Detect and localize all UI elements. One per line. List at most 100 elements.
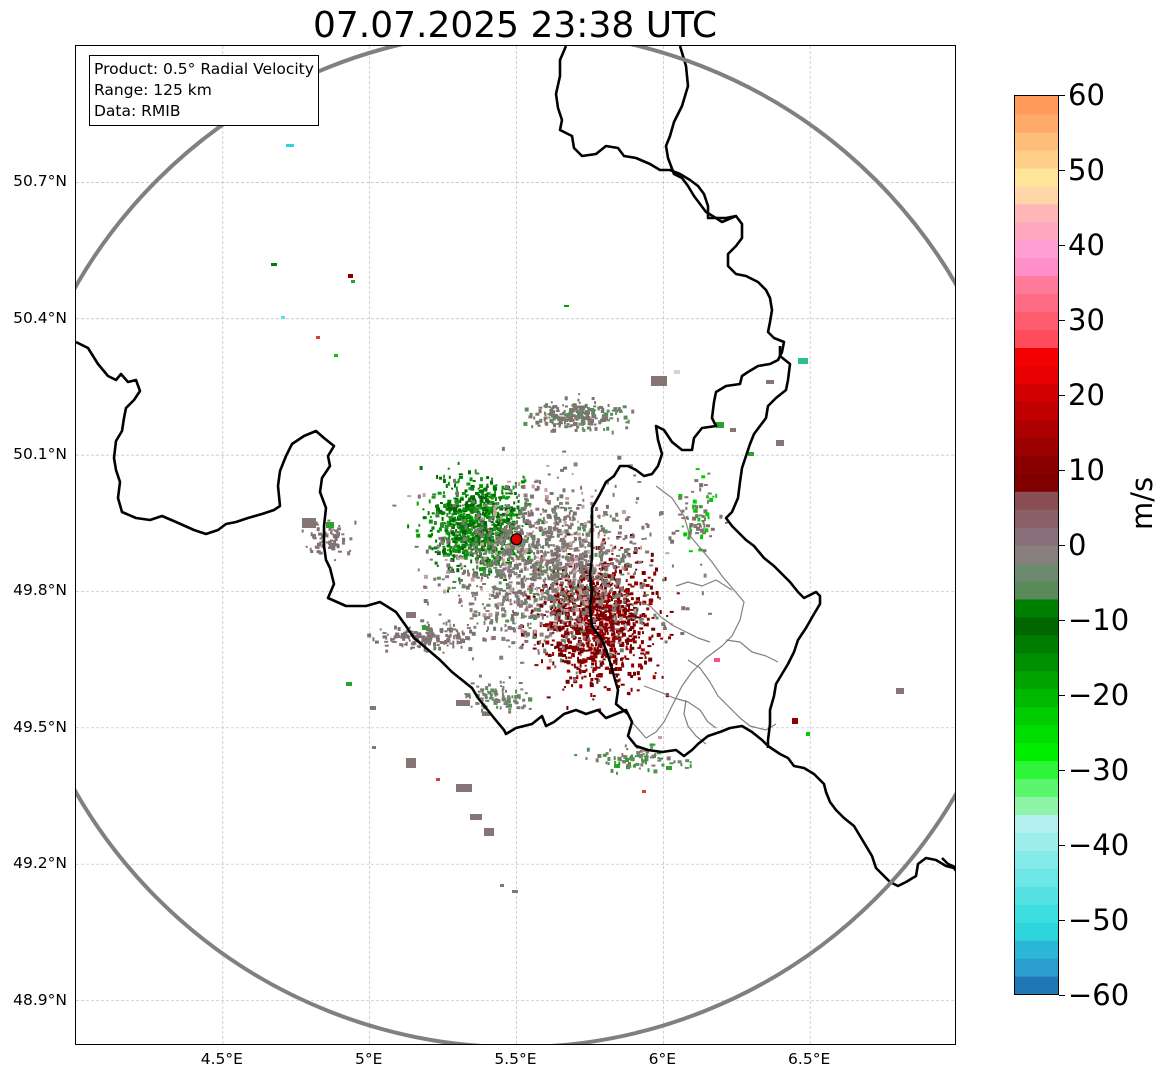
colorbar-segment [1015, 742, 1058, 762]
colorbar-segment [1015, 598, 1058, 618]
lat-tick-label: 50.7°N [13, 172, 67, 191]
colorbar-segment [1015, 652, 1058, 672]
echo-cluster-5 [301, 519, 357, 562]
colorbar-segment [1015, 509, 1058, 528]
lat-tick-label: 50.4°N [13, 308, 67, 327]
colorbar-segment [1015, 958, 1058, 977]
colorbar-tick-label: −50 [1068, 903, 1130, 937]
colorbar-tick-mark [1059, 320, 1065, 321]
colorbar-tick-label: 30 [1068, 303, 1105, 337]
colorbar-segment [1015, 96, 1058, 115]
colorbar-segment [1015, 706, 1058, 726]
colorbar-segment [1015, 113, 1058, 133]
colorbar-tick-mark [1059, 695, 1065, 696]
colorbar-segment [1015, 724, 1058, 744]
velocity-colorbar [1014, 95, 1059, 995]
radar-map[interactable] [75, 45, 956, 1045]
colorbar-tick-label: 40 [1068, 228, 1105, 262]
map-title: 07.07.2025 23:38 UTC [312, 5, 718, 46]
colorbar-segment [1015, 832, 1058, 851]
colorbar-tick-label: 10 [1068, 453, 1105, 487]
admin-border-3 [687, 659, 777, 731]
admin-borders [631, 485, 779, 745]
colorbar-segment [1015, 545, 1058, 564]
colorbar-segment [1015, 185, 1058, 205]
colorbar-segment [1015, 850, 1058, 869]
colorbar-segment [1015, 347, 1058, 366]
echo-cluster-4 [367, 619, 476, 654]
colorbar-segment [1015, 616, 1058, 636]
country-border-0 [76, 340, 955, 888]
colorbar-segment [1015, 904, 1058, 923]
colorbar-segment [1015, 455, 1058, 474]
echo-cluster-6 [670, 468, 728, 566]
lon-tick-label: 5.5°E [494, 1050, 537, 1068]
lat-tick-label: 48.9°N [13, 990, 67, 1009]
colorbar-tick-mark [1059, 170, 1065, 171]
colorbar-segment [1015, 670, 1058, 690]
colorbar-segment [1015, 203, 1058, 223]
colorbar-segment [1015, 688, 1058, 708]
admin-border-0 [631, 485, 745, 739]
radar-map-canvas [76, 46, 955, 1044]
lat-tick-label: 49.5°N [13, 717, 67, 736]
admin-border-2 [725, 639, 779, 663]
echo-cluster-8 [574, 743, 692, 775]
echo-isolated [271, 144, 904, 893]
colorbar-tick-mark [1059, 545, 1065, 546]
colorbar-tick-label: −40 [1068, 828, 1130, 862]
admin-border-4 [635, 599, 711, 643]
colorbar-segment [1015, 401, 1058, 420]
radar-site-marker[interactable] [510, 533, 523, 546]
admin-border-1 [675, 579, 733, 591]
colorbar-segment [1015, 221, 1058, 241]
colorbar-segment [1015, 940, 1058, 959]
colorbar-tick-mark [1059, 245, 1065, 246]
echo-cluster-0 [407, 461, 548, 593]
colorbar-tick-label: 50 [1068, 153, 1105, 187]
colorbar-segment [1015, 473, 1058, 492]
data-source-label: Data: RMIB [94, 102, 181, 120]
colorbar-tick-mark [1059, 845, 1065, 846]
lat-tick-label: 49.8°N [13, 581, 67, 600]
lon-tick-label: 4.5°E [200, 1050, 243, 1068]
colorbar-tick-mark [1059, 470, 1065, 471]
product-info-box: Product: 0.5° Radial Velocity Range: 125… [89, 55, 319, 126]
colorbar-segment [1015, 239, 1058, 259]
colorbar-segment [1015, 437, 1058, 456]
admin-border-6 [683, 699, 707, 745]
range-label: Range: 125 km [94, 81, 212, 99]
lat-tick-label: 50.1°N [13, 445, 67, 464]
colorbar-tick-mark [1059, 95, 1065, 96]
colorbar-segment [1015, 886, 1058, 905]
country-border-2 [664, 46, 737, 220]
colorbar-segment [1015, 275, 1058, 295]
colorbar-tick-label: −30 [1068, 753, 1130, 787]
colorbar-segment [1015, 383, 1058, 402]
admin-border-5 [643, 685, 717, 729]
velocity-echoes [271, 144, 904, 893]
colorbar-segment [1015, 796, 1058, 815]
colorbar-segment [1015, 527, 1058, 546]
colorbar-tick-label: −60 [1068, 978, 1130, 1012]
country-border-1 [554, 46, 786, 715]
product-label: Product: 0.5° Radial Velocity [94, 60, 314, 78]
colorbar-segment [1015, 329, 1058, 349]
colorbar-tick-label: −10 [1068, 603, 1130, 637]
colorbar-tick-mark [1059, 920, 1065, 921]
colorbar-segment [1015, 562, 1058, 582]
lon-tick-label: 6°E [648, 1050, 677, 1068]
colorbar-tick-label: 20 [1068, 378, 1105, 412]
colorbar-segment [1015, 131, 1058, 151]
colorbar-segment [1015, 976, 1058, 995]
colorbar-segment [1015, 365, 1058, 384]
colorbar-segment [1015, 149, 1058, 169]
colorbar-segment [1015, 634, 1058, 654]
colorbar-segment [1015, 814, 1058, 833]
country-borders [76, 46, 955, 888]
country-border-3 [724, 346, 822, 748]
colorbar-tick-mark [1059, 770, 1065, 771]
colorbar-tick-mark [1059, 395, 1065, 396]
colorbar-gradient [1015, 96, 1058, 995]
colorbar-segment [1015, 419, 1058, 438]
